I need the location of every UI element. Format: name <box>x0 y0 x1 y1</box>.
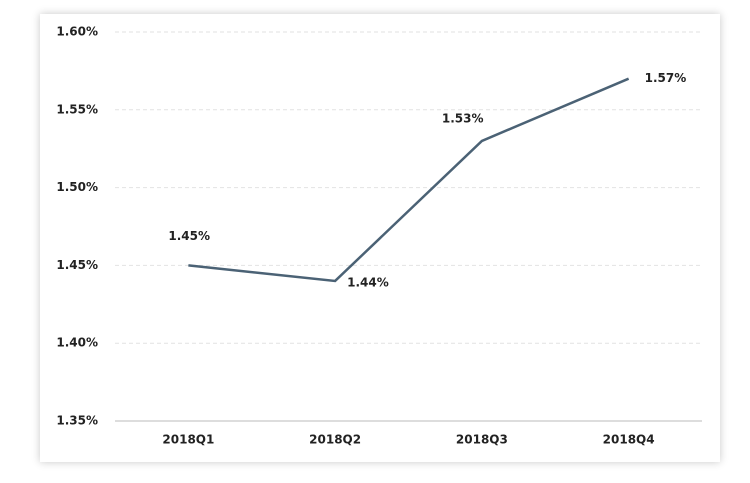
y-tick-label: 1.35% <box>56 414 98 428</box>
x-tick-label: 2018Q3 <box>456 433 508 447</box>
x-tick-label: 2018Q1 <box>162 433 214 447</box>
x-tick-label: 2018Q2 <box>309 433 361 447</box>
y-tick-label: 1.60% <box>56 25 98 39</box>
y-tick-label: 1.40% <box>56 336 98 350</box>
data-label: 1.53% <box>442 111 484 125</box>
y-tick-label: 1.55% <box>56 102 98 116</box>
data-label: 1.57% <box>645 71 687 85</box>
x-tick-label: 2018Q4 <box>603 433 655 447</box>
y-tick-label: 1.50% <box>56 180 98 194</box>
series-line <box>188 77 630 283</box>
data-label: 1.44% <box>347 275 389 289</box>
y-tick-label: 1.45% <box>56 258 98 272</box>
data-label: 1.45% <box>168 229 210 243</box>
